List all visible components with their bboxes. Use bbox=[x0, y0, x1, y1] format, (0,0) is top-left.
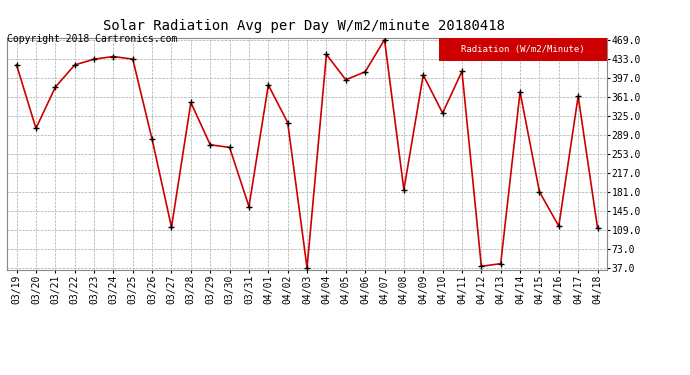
Text: Copyright 2018 Cartronics.com: Copyright 2018 Cartronics.com bbox=[7, 34, 177, 44]
Text: Solar Radiation Avg per Day W/m2/minute 20180418: Solar Radiation Avg per Day W/m2/minute … bbox=[103, 19, 504, 33]
